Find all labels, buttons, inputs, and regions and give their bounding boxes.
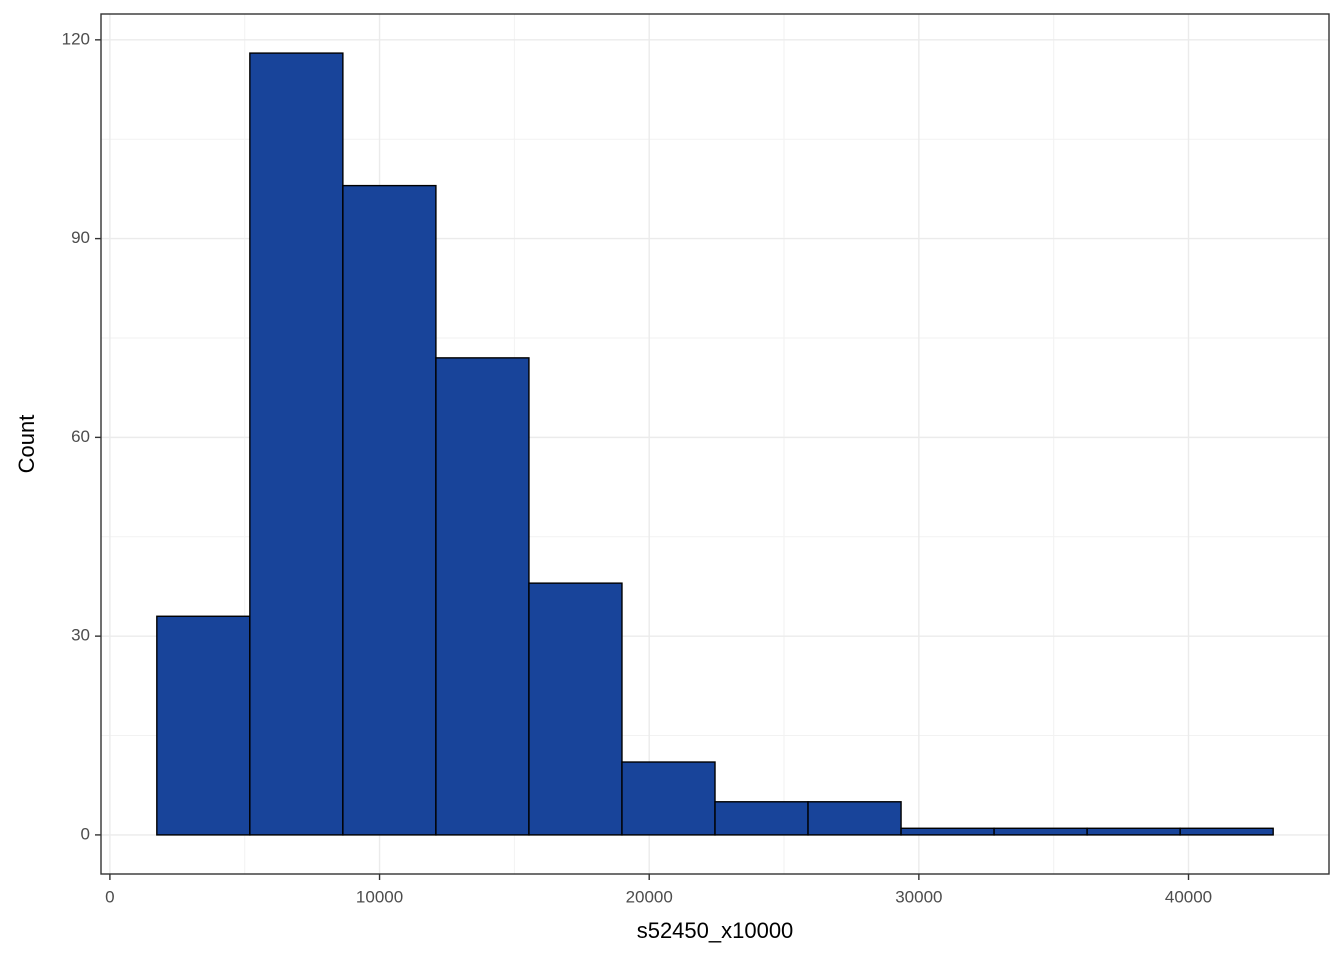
bar — [621, 761, 716, 836]
bar — [249, 52, 344, 836]
bar — [900, 827, 995, 836]
bar — [342, 184, 437, 836]
x-tick-label: 0 — [105, 887, 114, 906]
x-axis-title: s52450_x10000 — [637, 918, 794, 943]
y-tick-label: 0 — [81, 824, 90, 843]
y-axis-title: Count — [14, 415, 39, 474]
bar — [435, 357, 530, 836]
bar — [1086, 827, 1181, 836]
y-tick-label: 120 — [62, 29, 90, 48]
bar — [993, 827, 1088, 836]
bar — [528, 582, 623, 836]
y-tick-label: 90 — [71, 228, 90, 247]
bar — [156, 615, 251, 836]
y-tick-label: 60 — [71, 427, 90, 446]
x-tick-label: 10000 — [356, 887, 403, 906]
x-tick-label: 30000 — [895, 887, 942, 906]
bar — [1179, 827, 1274, 836]
bar — [807, 801, 902, 836]
x-tick-label: 40000 — [1165, 887, 1212, 906]
y-tick-label: 30 — [71, 626, 90, 645]
panel-border — [100, 13, 1330, 875]
x-tick-label: 20000 — [626, 887, 673, 906]
bar — [714, 801, 809, 836]
